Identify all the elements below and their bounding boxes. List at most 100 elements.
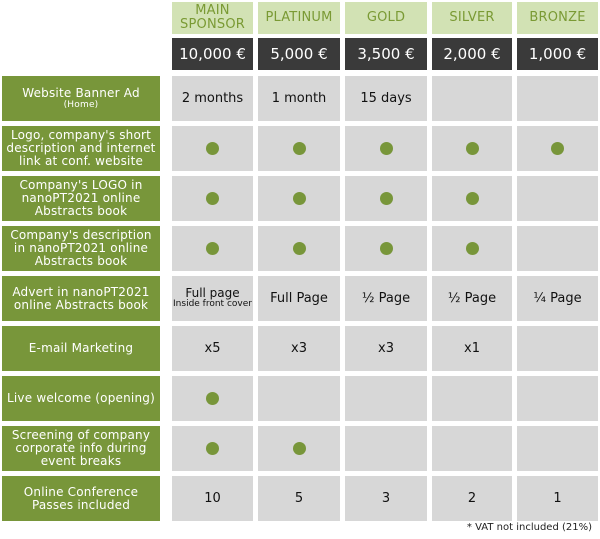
tier-cell (345, 126, 427, 171)
tier-cell: 3 (345, 476, 427, 521)
tier-value: Full page (185, 286, 240, 300)
tier-cell (258, 126, 340, 171)
feature-label: Company's LOGO in nanoPT2021 online Abst… (2, 176, 160, 221)
tier-cell: x3 (345, 326, 427, 371)
tier-value: ½ Page (447, 291, 497, 306)
tier-value: x5 (204, 341, 221, 356)
feature-text: Website Banner Ad (22, 85, 140, 100)
tier-cell: x1 (432, 326, 512, 371)
feature-text: Logo, company's short description and in… (6, 128, 156, 168)
tier-cell (258, 426, 340, 471)
included-dot-icon (465, 192, 479, 205)
feature-label: Advert in nanoPT2021 online Abstracts bo… (2, 276, 160, 321)
tier-cell: x5 (172, 326, 253, 371)
feature-subtext: (Home) (63, 99, 99, 110)
tier-header-silver: SILVER (432, 2, 512, 34)
included-dot-icon (465, 242, 479, 255)
tier-cell: ½ Page (432, 276, 512, 321)
included-dot-icon (379, 242, 393, 255)
feature-label: Screening of company corporate info duri… (2, 426, 160, 471)
included-dot-icon (292, 142, 306, 155)
included-dot-icon (292, 242, 306, 255)
included-dot-icon (206, 242, 219, 255)
tier-name: PLATINUM (265, 10, 333, 25)
tier-cell: ½ Page (345, 276, 427, 321)
tier-value: 1 (553, 491, 562, 506)
tier-value: Full Page (270, 291, 328, 306)
feature-label: E-mail Marketing (2, 326, 160, 371)
tier-cell (172, 226, 253, 271)
tier-header-platinum: PLATINUM (258, 2, 340, 34)
tier-cell (432, 176, 512, 221)
tier-value: 2 (467, 491, 477, 506)
tier-cell: Full Page (258, 276, 340, 321)
tier-cell (172, 376, 253, 421)
included-dot-icon (379, 142, 393, 155)
feature-text: Live welcome (opening) (7, 391, 155, 405)
tier-cell: 1 month (258, 76, 340, 121)
feature-text: Company's description in nanoPT2021 onli… (10, 228, 152, 268)
tier-value: x3 (378, 341, 394, 356)
tier-cell: x3 (258, 326, 340, 371)
tier-value: 5 (294, 491, 304, 506)
tier-cell: ¼ Page (517, 276, 598, 321)
tier-cell: 2 months (172, 76, 253, 121)
price-silver: 2,000 € (432, 38, 512, 70)
included-dot-icon (551, 142, 564, 155)
tier-name: BRONZE (529, 10, 586, 25)
tier-value: 15 days (360, 91, 412, 106)
feature-text: Online Conference Passes included (23, 484, 139, 512)
tier-cell: 5 (258, 476, 340, 521)
tier-subvalue: Inside front cover (173, 299, 252, 309)
tier-cell (345, 176, 427, 221)
feature-label: Website Banner Ad (Home) (2, 76, 160, 121)
tier-cell (517, 376, 598, 421)
tier-cell (517, 426, 598, 471)
tier-name: MAIN (195, 3, 230, 18)
tier-cell (517, 226, 598, 271)
feature-label: Company's description in nanoPT2021 onli… (2, 226, 160, 271)
tier-header-main: MAIN SPONSOR (172, 2, 253, 34)
tier-name: SILVER (449, 10, 495, 25)
tier-name-line2: SPONSOR (180, 17, 245, 32)
included-dot-icon (206, 192, 219, 205)
tier-cell (172, 426, 253, 471)
tier-cell: 15 days (345, 76, 427, 121)
tier-cell (345, 226, 427, 271)
tier-cell (345, 426, 427, 471)
tier-name: GOLD (366, 10, 406, 25)
price-main: 10,000 € (172, 38, 253, 70)
tier-cell: Full page Inside front cover (172, 276, 253, 321)
tier-cell (517, 76, 598, 121)
included-dot-icon (206, 392, 219, 405)
tier-cell: 10 (172, 476, 253, 521)
tier-cell (172, 176, 253, 221)
tier-value: 2 months (181, 91, 244, 106)
feature-label: Logo, company's short description and in… (2, 126, 160, 171)
tier-value: 3 (381, 491, 391, 506)
tier-value: 1 month (271, 91, 327, 106)
tier-cell (432, 126, 512, 171)
tier-cell (345, 376, 427, 421)
price-bronze: 1,000 € (517, 38, 598, 70)
feature-text: Company's LOGO in nanoPT2021 online Abst… (19, 178, 143, 218)
tier-value: ¼ Page (533, 291, 582, 306)
included-dot-icon (206, 442, 219, 455)
feature-text: Advert in nanoPT2021 online Abstracts bo… (12, 284, 150, 312)
tier-value: x1 (464, 341, 480, 356)
tier-cell (172, 126, 253, 171)
feature-text: E-mail Marketing (28, 341, 134, 355)
included-dot-icon (292, 442, 306, 455)
tier-cell (258, 376, 340, 421)
feature-text: Screening of company corporate info duri… (11, 428, 151, 468)
tier-cell: 1 (517, 476, 598, 521)
tier-cell (432, 376, 512, 421)
included-dot-icon (465, 142, 479, 155)
tier-cell (432, 426, 512, 471)
tier-cell (517, 176, 598, 221)
included-dot-icon (292, 192, 306, 205)
tier-cell (432, 226, 512, 271)
tier-cell (258, 176, 340, 221)
tier-header-bronze: BRONZE (517, 2, 598, 34)
included-dot-icon (379, 192, 393, 205)
